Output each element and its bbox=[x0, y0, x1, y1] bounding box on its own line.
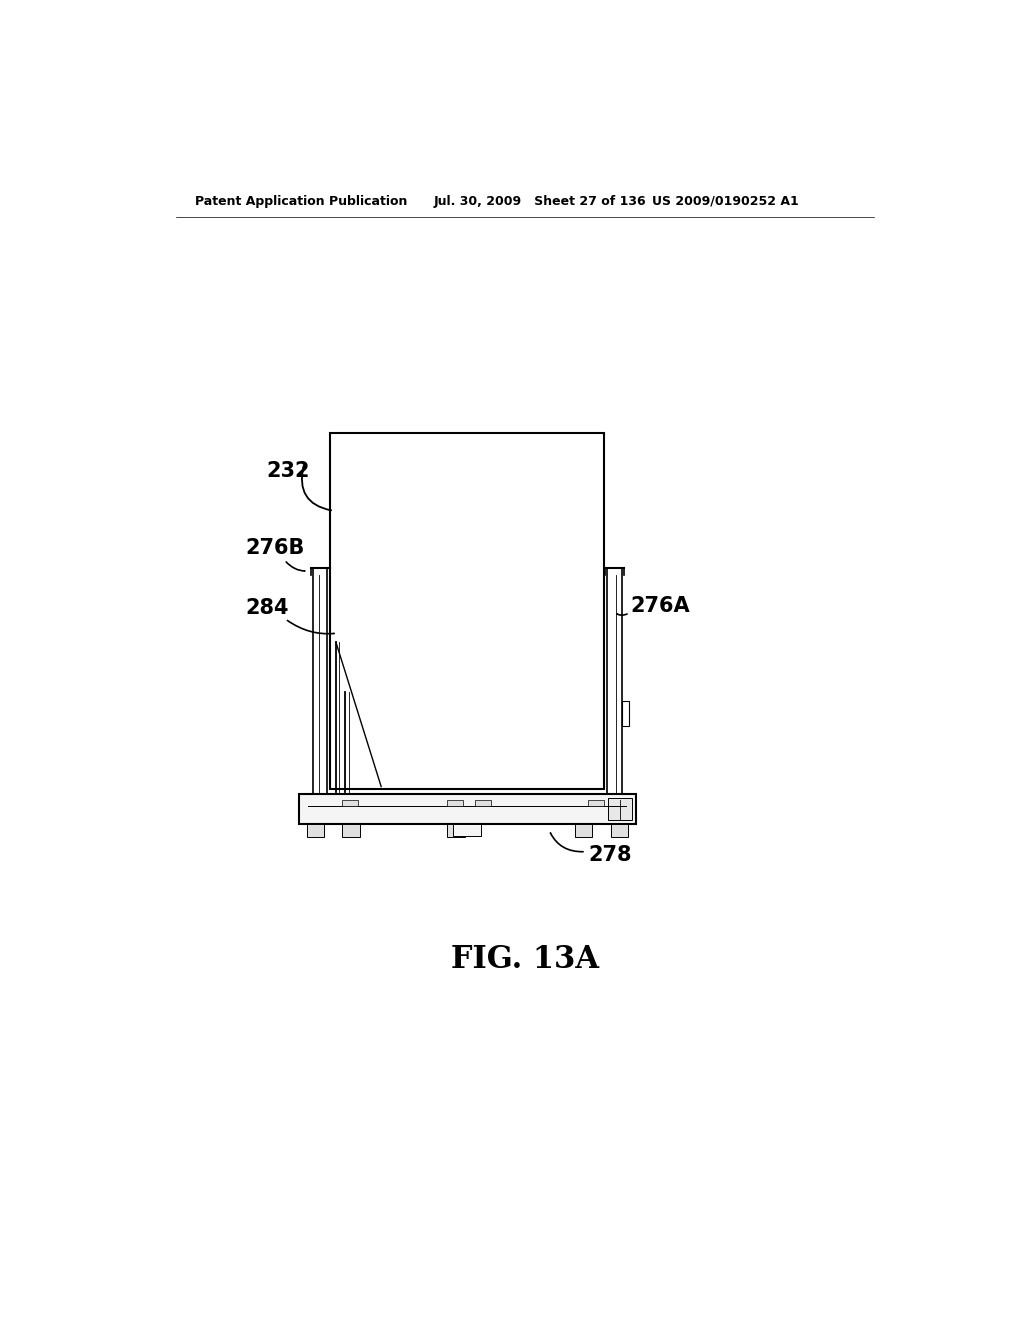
Bar bbox=[447, 824, 465, 837]
Text: 278: 278 bbox=[588, 845, 632, 865]
Text: Patent Application Publication: Patent Application Publication bbox=[196, 194, 408, 207]
FancyArrowPatch shape bbox=[286, 562, 305, 572]
Text: 284: 284 bbox=[246, 598, 289, 618]
Bar bbox=[342, 800, 358, 805]
Bar bbox=[475, 800, 492, 805]
FancyArrowPatch shape bbox=[551, 833, 583, 851]
Bar bbox=[299, 793, 636, 824]
FancyArrowPatch shape bbox=[288, 620, 334, 634]
Bar bbox=[342, 824, 359, 837]
Bar bbox=[447, 800, 463, 805]
Bar bbox=[574, 824, 592, 837]
Bar bbox=[306, 824, 324, 837]
Bar bbox=[454, 824, 481, 837]
FancyArrowPatch shape bbox=[302, 466, 331, 511]
Text: FIG. 13A: FIG. 13A bbox=[451, 944, 599, 975]
Text: Jul. 30, 2009   Sheet 27 of 136: Jul. 30, 2009 Sheet 27 of 136 bbox=[433, 194, 646, 207]
Bar bbox=[608, 797, 632, 820]
Text: 276A: 276A bbox=[631, 595, 690, 615]
Text: 232: 232 bbox=[266, 462, 309, 482]
Text: US 2009/0190252 A1: US 2009/0190252 A1 bbox=[652, 194, 799, 207]
Bar bbox=[331, 433, 604, 788]
Bar bbox=[588, 800, 604, 805]
Bar bbox=[610, 824, 628, 837]
Bar bbox=[622, 701, 629, 726]
Text: 276B: 276B bbox=[246, 537, 305, 557]
